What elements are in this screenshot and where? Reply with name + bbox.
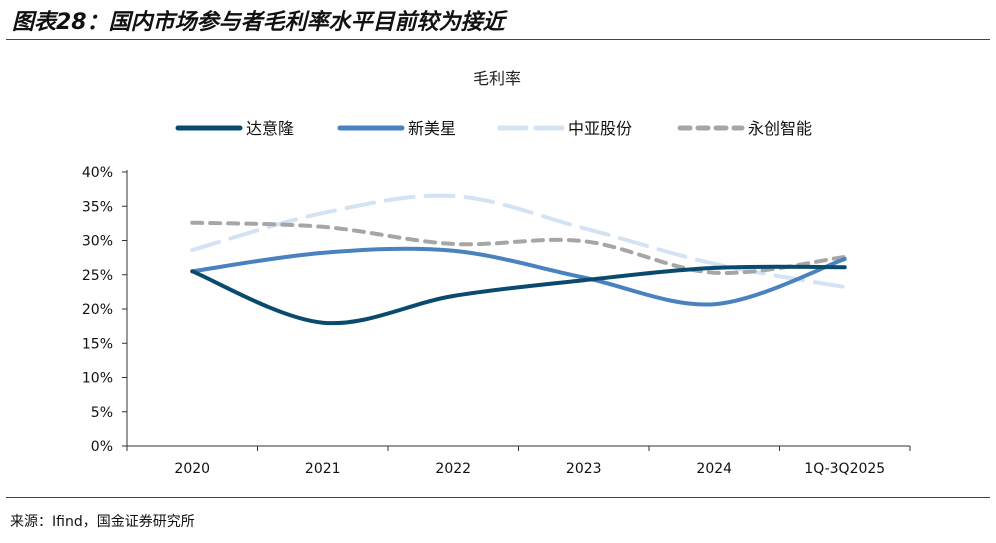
x-tick-label: 2020 (174, 461, 210, 477)
x-tick-label: 2024 (696, 461, 732, 477)
legend-item: 中亚股份 (497, 119, 632, 138)
legend-item: 达意隆 (175, 119, 294, 138)
y-tick-label: 40% (82, 165, 113, 181)
y-tick-label: 35% (82, 199, 113, 215)
legend-item: 新美星 (337, 119, 456, 138)
y-tick-label: 20% (82, 302, 113, 318)
x-tick-label: 2022 (435, 461, 471, 477)
chart-title: 毛利率 (473, 69, 521, 88)
divider (6, 39, 990, 40)
series-line-1 (190, 246, 847, 307)
legend-label: 中亚股份 (568, 119, 632, 138)
legend-item: 永创智能 (677, 119, 812, 138)
x-tick-label: 2023 (566, 461, 602, 477)
y-tick-label: 25% (82, 268, 113, 284)
legend-label: 新美星 (408, 119, 456, 138)
legend-label: 永创智能 (748, 119, 812, 138)
y-tick-label: 30% (82, 234, 113, 250)
legend-label: 达意隆 (246, 119, 294, 138)
y-tick-label: 0% (91, 439, 113, 455)
series-line-2 (190, 193, 847, 290)
series-line-0 (190, 264, 847, 326)
y-tick-label: 5% (91, 405, 113, 421)
x-tick-label: 2021 (305, 461, 341, 477)
series-line-3 (190, 220, 847, 275)
source-note: 来源：Ifind，国金证券研究所 (10, 514, 195, 530)
y-tick-label: 10% (82, 371, 113, 387)
divider (6, 497, 990, 498)
y-tick-label: 15% (82, 336, 113, 352)
x-tick-label: 1Q-3Q2025 (804, 461, 885, 477)
figure-title: 图表28：国内市场参与者毛利率水平目前较为接近 (12, 10, 505, 35)
